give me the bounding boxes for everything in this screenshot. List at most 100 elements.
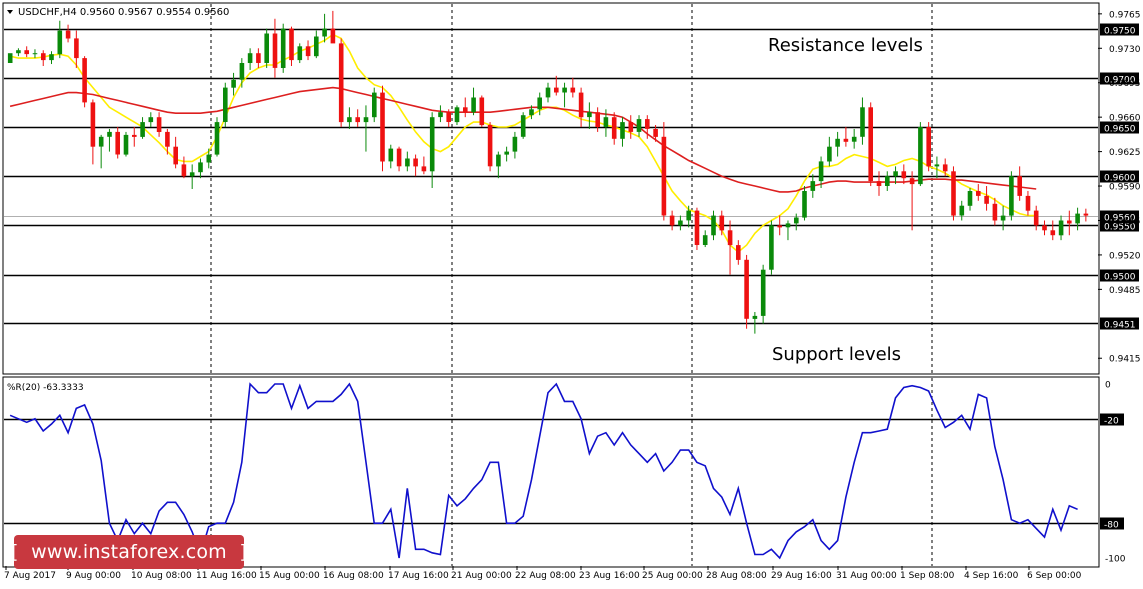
candle [843,127,849,147]
price-pane: 0.9750 0.9700 0.9650 0.9600 0.9550 0.9500 0.94… [2,2,1141,375]
candle [504,146,509,162]
candle [976,184,981,201]
candle-body [620,122,625,139]
candle [827,136,832,167]
candle [421,156,427,175]
candle [57,20,63,59]
level-label-1: 0.9700 [1104,76,1136,86]
candle [305,40,311,61]
candle [280,23,286,73]
candle-body [827,146,832,162]
candle-body [851,136,857,142]
candle [123,131,129,157]
candle [520,112,526,139]
candle [851,128,857,149]
williams-r-polyline [9,382,1078,560]
candle-body [752,315,758,319]
candle [694,207,700,250]
candle [719,210,725,236]
candle-body [529,109,534,116]
candle [454,105,460,126]
candle-body [289,28,294,61]
candle-body [785,223,791,228]
dropdown-arrow-icon[interactable] [7,10,13,14]
time-label-12: 29 Aug 16:00 [771,571,832,581]
candle-body [1042,225,1047,231]
time-label-0: 7 Aug 2017 [4,571,56,581]
candle [1058,215,1064,241]
candle [918,122,923,187]
candle [752,311,758,334]
candle [934,156,940,179]
candle-body [405,158,410,167]
candle [1050,220,1056,241]
candle-body [686,210,691,221]
candle-body [198,162,203,173]
candle [165,128,170,155]
candle [769,220,774,275]
candle-body [454,107,460,123]
candle-body [835,138,840,147]
candle-body [512,136,518,152]
candle [65,24,71,43]
time-label-8: 22 Aug 08:00 [515,571,576,581]
candle [686,205,691,228]
candle-body [7,53,13,63]
candle [413,154,418,177]
candle-body [1009,176,1014,216]
level-tag-6 [1100,317,1139,330]
candle-body [446,112,451,122]
time-label-14: 1 Sep 08:00 [900,571,955,581]
candle [355,109,360,127]
candle [885,171,890,191]
candle-body [330,28,336,44]
candle [984,186,989,211]
candle [711,210,716,241]
candle-body [1075,213,1080,224]
candle-body [181,164,187,177]
price-tick-label-9: 0.9415 [1109,355,1141,365]
candle [322,13,327,43]
candle-body [421,166,427,172]
candle-body [140,122,145,137]
time-label-1: 9 Aug 00:00 [66,571,121,581]
candle-body [587,112,592,118]
candle-body [90,102,96,147]
candle [678,215,683,231]
candle [810,174,816,198]
candle-body [239,63,245,80]
candle-body [934,164,940,167]
candle-body [711,215,716,236]
candle-body [496,154,501,167]
candle [181,156,187,179]
candle-body [396,148,402,167]
candle [189,164,195,189]
candle-body [32,53,38,55]
price-vertical-separators [210,4,933,373]
price-tick-label-4: 0.9625 [1109,148,1141,158]
candle-body [372,92,377,118]
candle-body [992,203,998,221]
candle [206,148,212,169]
candle [669,210,675,231]
indicator-header: %R(20) -63.3333 [7,383,84,393]
candle-body [82,58,87,103]
time-label-3: 11 Aug 16:00 [196,571,257,581]
candle-body [1033,210,1039,226]
candle-body [744,259,749,319]
candle [380,85,385,172]
candle-body [413,158,418,167]
time-label-7: 21 Aug 00:00 [451,571,512,581]
candle-body [1000,215,1006,221]
candle-body [206,154,212,163]
candle-body [669,215,675,226]
level-label-5: 0.9500 [1104,273,1136,283]
candlesticks [7,10,1089,334]
candle [595,107,600,132]
candle [173,136,178,169]
candle-body [280,28,286,69]
watermark: [ www.instaforex.com ] [11,535,247,569]
candle-body [363,117,369,123]
candle [529,105,534,120]
candle [479,95,485,127]
